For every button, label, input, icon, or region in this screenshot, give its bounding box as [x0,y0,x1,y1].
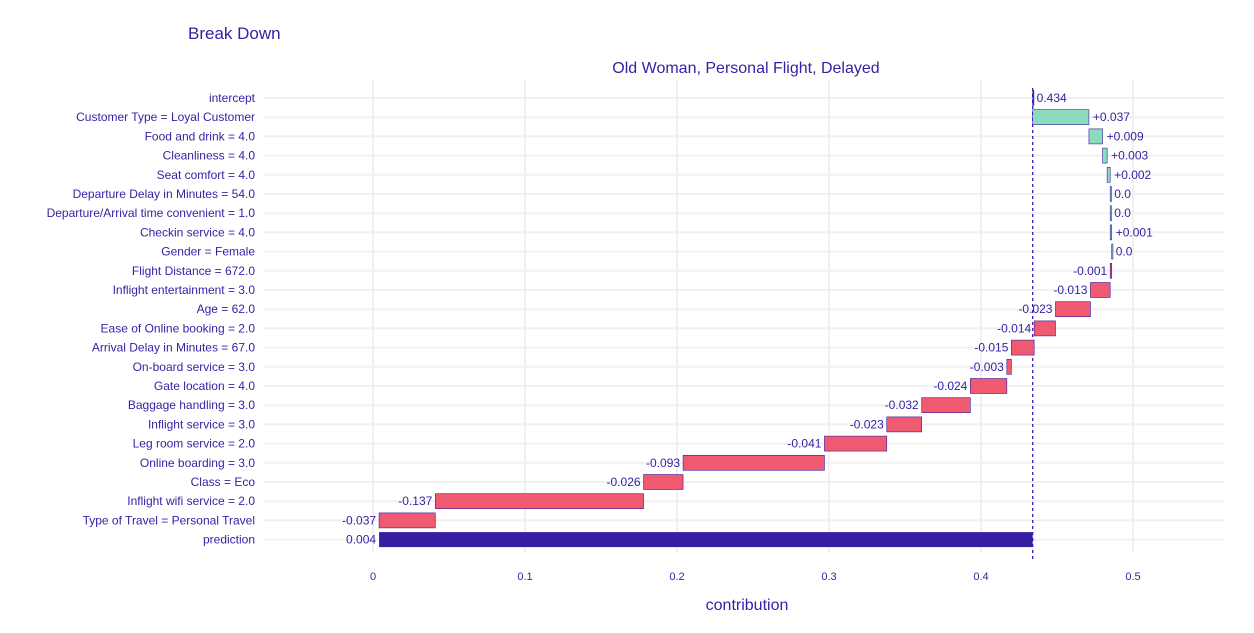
x-tick-label: 0.1 [517,571,532,583]
bars [378,90,1114,548]
category-label: Leg room service = 2.0 [133,437,256,451]
grid [264,80,1224,552]
x-axis-ticks: 0 0.1 0.2 0.3 0.4 0.5 [370,571,1141,583]
bar-8 [1111,243,1114,260]
category-label: Cleanliness = 4.0 [163,149,256,163]
data-label: +0.009 [1107,129,1144,143]
data-label: -0.026 [607,475,641,489]
data-label: 0.0 [1114,187,1131,201]
bar-5 [1109,186,1112,202]
data-label: -0.023 [850,417,884,431]
category-label: Customer Type = Loyal Customer [76,110,255,124]
data-label: -0.032 [885,398,919,412]
bar-3 [1102,147,1108,164]
category-label: Ease of Online booking = 2.0 [101,321,256,335]
bar-15 [970,378,1008,394]
bar-10 [1090,282,1111,298]
data-label: +0.003 [1111,149,1148,163]
data-label: -0.003 [970,360,1004,374]
bar-21 [435,493,644,510]
bar-7 [1109,224,1113,241]
category-label: Departure/Arrival time convenient = 1.0 [47,206,256,220]
data-label: -0.001 [1073,264,1107,278]
bar-16 [921,397,971,414]
bar-18 [824,435,888,452]
x-tick-label: 0 [370,571,376,583]
category-label: Gender = Female [161,245,255,259]
bar-2 [1088,128,1103,145]
data-label: 0.434 [1037,91,1067,105]
data-label: -0.024 [933,379,967,393]
x-tick-label: 0.3 [821,571,836,583]
category-label: Flight Distance = 672.0 [132,264,255,278]
bar-22 [378,512,436,529]
category-label: Departure Delay in Minutes = 54.0 [73,187,256,201]
bar-23 [379,532,1033,548]
category-label: Baggage handling = 3.0 [128,398,255,412]
bar-4 [1106,167,1111,183]
data-label: 0.0 [1114,206,1131,220]
bar-6 [1109,205,1112,221]
bar-12 [1033,320,1056,337]
category-label: Class = Eco [191,475,256,489]
data-label: +0.001 [1116,225,1153,239]
chart-title: Break Down [188,24,281,43]
category-label: Online boarding = 3.0 [140,456,255,470]
data-label: -0.137 [398,494,432,508]
data-label: -0.041 [787,437,821,451]
bar-11 [1055,301,1091,318]
x-tick-label: 0.5 [1125,571,1140,583]
bar-1 [1032,109,1090,125]
category-label: Inflight entertainment = 3.0 [113,283,256,297]
bar-20 [643,474,684,490]
data-label: -0.015 [974,341,1008,355]
category-label: Arrival Delay in Minutes = 67.0 [92,341,255,355]
data-label: -0.014 [997,321,1031,335]
data-label: +0.002 [1114,168,1151,182]
bar-9 [1109,262,1113,279]
data-label: -0.013 [1053,283,1087,297]
category-label: Inflight wifi service = 2.0 [127,494,255,508]
category-label: Age = 62.0 [197,302,256,316]
category-label: Type of Travel = Personal Travel [83,513,255,527]
bar-14 [1006,358,1012,375]
category-label: Gate location = 4.0 [154,379,255,393]
bar-0 [1032,90,1035,106]
category-label: intercept [209,91,256,105]
x-tick-label: 0.2 [669,571,684,583]
y-axis-labels: intercept Customer Type = Loyal Customer F… [47,91,256,547]
chart-subtitle: Old Woman, Personal Flight, Delayed [612,60,879,77]
bar-13 [1011,339,1035,356]
category-label: Food and drink = 4.0 [145,129,256,143]
category-label: Seat comfort = 4.0 [157,168,256,182]
x-axis-title: contribution [706,597,789,614]
data-label: -0.023 [1018,302,1052,316]
category-label: On-board service = 3.0 [133,360,256,374]
data-labels: 0.434 +0.037 +0.009 +0.003 +0.002 0.0 0.0 +0.00… [342,91,1153,547]
bar-19 [682,454,825,471]
bar-17 [886,416,923,433]
x-tick-label: 0.4 [973,571,988,583]
data-label: 0.0 [1116,245,1133,259]
data-label: -0.037 [342,513,376,527]
category-label: prediction [203,533,255,547]
data-label: 0.004 [346,533,376,547]
data-label: -0.093 [646,456,680,470]
category-label: Checkin service = 4.0 [140,225,255,239]
data-label: +0.037 [1093,110,1130,124]
category-label: Inflight service = 3.0 [148,417,255,431]
